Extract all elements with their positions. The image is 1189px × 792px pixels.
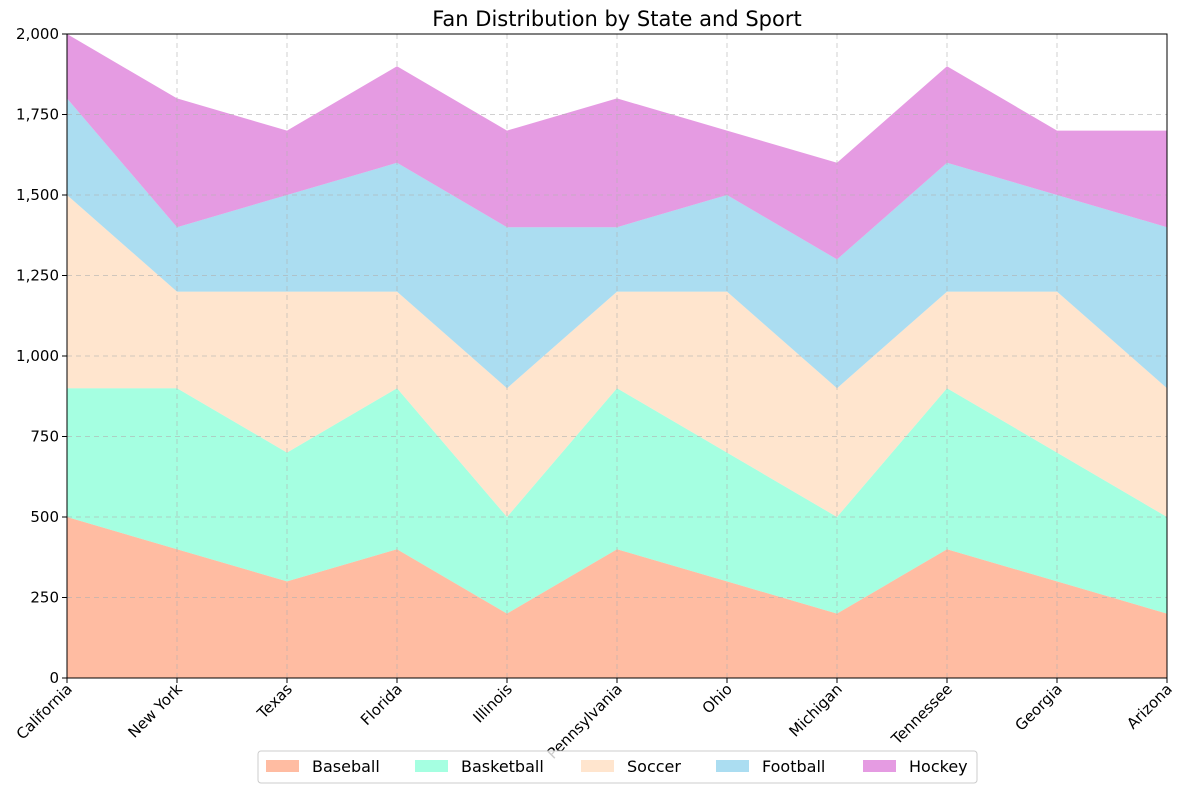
y-axis: 0 250 500 750 1,000 1,250 1,500 1,750 2,000	[16, 25, 67, 687]
y-tick-label: 1,250	[16, 267, 59, 285]
y-tick-label: 2,000	[16, 25, 59, 43]
legend-label-hockey: Hockey	[909, 757, 968, 776]
x-tick-label: Ohio	[699, 680, 736, 717]
x-tick-label: Pennsylvania	[543, 680, 625, 762]
legend-swatch-football	[716, 760, 749, 772]
legend-box	[257, 750, 978, 784]
y-tick-label: 1,000	[16, 347, 59, 365]
legend-swatch-basketball	[415, 760, 448, 772]
y-tick-label: 500	[30, 508, 59, 526]
legend: Baseball Basketball Soccer Football Hockey	[257, 750, 978, 784]
legend-label-soccer: Soccer	[627, 757, 681, 776]
x-tick-label: Tennessee	[887, 680, 956, 749]
x-tick-label: Texas	[253, 680, 296, 723]
y-tick-label: 1,750	[16, 106, 59, 124]
y-tick-label: 0	[49, 669, 59, 687]
x-axis: California New York Texas Florida Illinois Pe…	[13, 678, 1176, 763]
chart-title: Fan Distribution by State and Sport	[432, 7, 801, 31]
x-tick-label: Illinois	[469, 680, 516, 727]
area-basketball	[67, 388, 1167, 614]
x-tick-label: Florida	[357, 680, 406, 729]
legend-swatch-soccer	[581, 760, 614, 772]
x-tick-label: Michigan	[786, 680, 846, 740]
y-tick-label: 250	[30, 589, 59, 607]
y-tick-label: 1,500	[16, 186, 59, 204]
legend-label-baseball: Baseball	[312, 757, 380, 776]
x-tick-label: New York	[125, 680, 187, 742]
legend-label-basketball: Basketball	[461, 757, 544, 776]
legend-swatch-baseball	[266, 760, 299, 772]
legend-label-football: Football	[762, 757, 825, 776]
y-tick-label: 750	[30, 428, 59, 446]
x-tick-label: Georgia	[1012, 680, 1066, 734]
x-tick-label: California	[13, 680, 76, 743]
x-tick-label: Arizona	[1123, 680, 1176, 733]
legend-swatch-hockey	[863, 760, 896, 772]
